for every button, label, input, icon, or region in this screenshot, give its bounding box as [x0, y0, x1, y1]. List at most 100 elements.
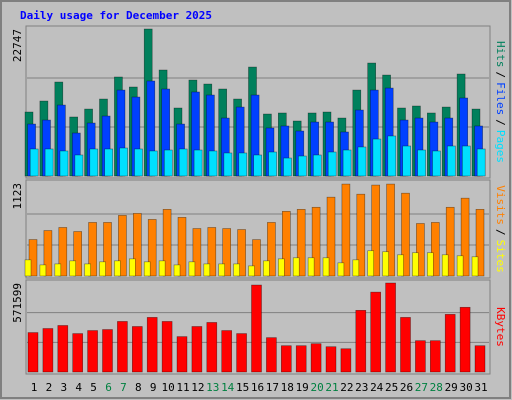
legend-entry: Sites: [494, 240, 507, 273]
bar: [103, 222, 112, 277]
bar: [426, 252, 434, 277]
bar: [88, 222, 97, 277]
x-tick-label: 9: [150, 381, 157, 394]
bar: [417, 149, 426, 177]
bar: [253, 154, 262, 177]
bar: [104, 148, 113, 177]
x-tick-label: 24: [370, 381, 384, 394]
bar: [58, 227, 68, 277]
bar: [57, 325, 69, 373]
bar: [337, 262, 345, 277]
x-tick-label: 19: [296, 381, 309, 394]
bar: [370, 291, 382, 373]
bar: [72, 333, 83, 373]
bar: [432, 150, 441, 177]
bar: [119, 147, 128, 177]
x-tick-label: 29: [445, 381, 458, 394]
bar: [277, 258, 285, 277]
bar: [263, 260, 270, 277]
bar: [326, 196, 336, 277]
x-tick-label: 12: [191, 381, 204, 394]
bar: [173, 264, 181, 277]
x-tick-label: 18: [281, 381, 294, 394]
bar: [28, 239, 38, 277]
bar: [69, 260, 76, 277]
x-tick-label: 30: [459, 381, 472, 394]
bar: [307, 257, 315, 277]
bar: [296, 209, 306, 277]
bar: [99, 261, 106, 277]
bar: [43, 230, 53, 277]
bar: [134, 148, 143, 177]
bar: [59, 150, 69, 177]
legend-entry: Pages: [494, 130, 507, 163]
bar: [401, 192, 410, 277]
bar: [221, 330, 232, 373]
bar: [74, 154, 84, 177]
bar: [132, 326, 143, 373]
bar: [143, 261, 151, 277]
bar: [266, 337, 277, 373]
bar: [73, 231, 82, 277]
y-tick-label: 571599: [11, 283, 24, 323]
legend-separator: /: [494, 119, 507, 126]
bar: [474, 345, 486, 373]
x-tick-label: 15: [236, 381, 249, 394]
bar: [252, 239, 261, 277]
bar: [382, 251, 389, 277]
bar: [280, 345, 292, 373]
bar: [44, 148, 54, 177]
x-tick-label: 26: [400, 381, 413, 394]
bar: [325, 346, 337, 373]
bar: [447, 145, 456, 177]
bar: [147, 219, 157, 277]
bar: [203, 263, 211, 277]
bar: [129, 258, 136, 277]
bar: [476, 148, 486, 177]
x-tick-label: 1: [31, 381, 38, 394]
x-tick-label: 5: [90, 381, 97, 394]
x-tick-label: 22: [340, 381, 353, 394]
bar: [191, 326, 203, 373]
x-tick-label: 28: [430, 381, 443, 394]
legend-entry: Hits: [494, 41, 507, 68]
bar: [310, 343, 322, 373]
bar: [471, 256, 479, 277]
bar: [193, 149, 203, 177]
bar: [42, 328, 54, 373]
bar: [149, 150, 158, 177]
x-tick-label: 7: [120, 381, 127, 394]
bar: [268, 151, 277, 177]
legend-entry: Files: [494, 82, 507, 115]
bar: [355, 310, 367, 373]
x-tick-label: 27: [415, 381, 428, 394]
bar: [367, 250, 375, 277]
bar: [386, 183, 395, 277]
bar: [341, 183, 351, 277]
bar: [416, 223, 425, 277]
x-tick-label: 23: [355, 381, 368, 394]
bar: [207, 227, 217, 277]
y-tick-label: 22747: [11, 29, 24, 62]
y-tick-label: 1123: [11, 183, 24, 210]
bar: [87, 330, 98, 373]
bar: [460, 197, 470, 277]
bar: [248, 265, 255, 277]
bar: [387, 135, 397, 177]
bar: [267, 222, 276, 277]
x-tick-label: 8: [135, 381, 142, 394]
legend-entry: KBytes: [494, 307, 507, 347]
bar: [176, 336, 188, 373]
x-tick-label: 10: [161, 381, 174, 394]
bar: [233, 263, 240, 277]
x-tick-label: 21: [325, 381, 338, 394]
x-tick-label: 2: [46, 381, 53, 394]
chart-title: Daily usage for December 2025: [20, 9, 212, 22]
x-tick-label: 11: [176, 381, 189, 394]
bar: [444, 314, 456, 373]
x-tick-label: 25: [385, 381, 398, 394]
bar: [102, 329, 113, 373]
bar: [429, 340, 441, 373]
legend-separator: /: [494, 72, 507, 79]
